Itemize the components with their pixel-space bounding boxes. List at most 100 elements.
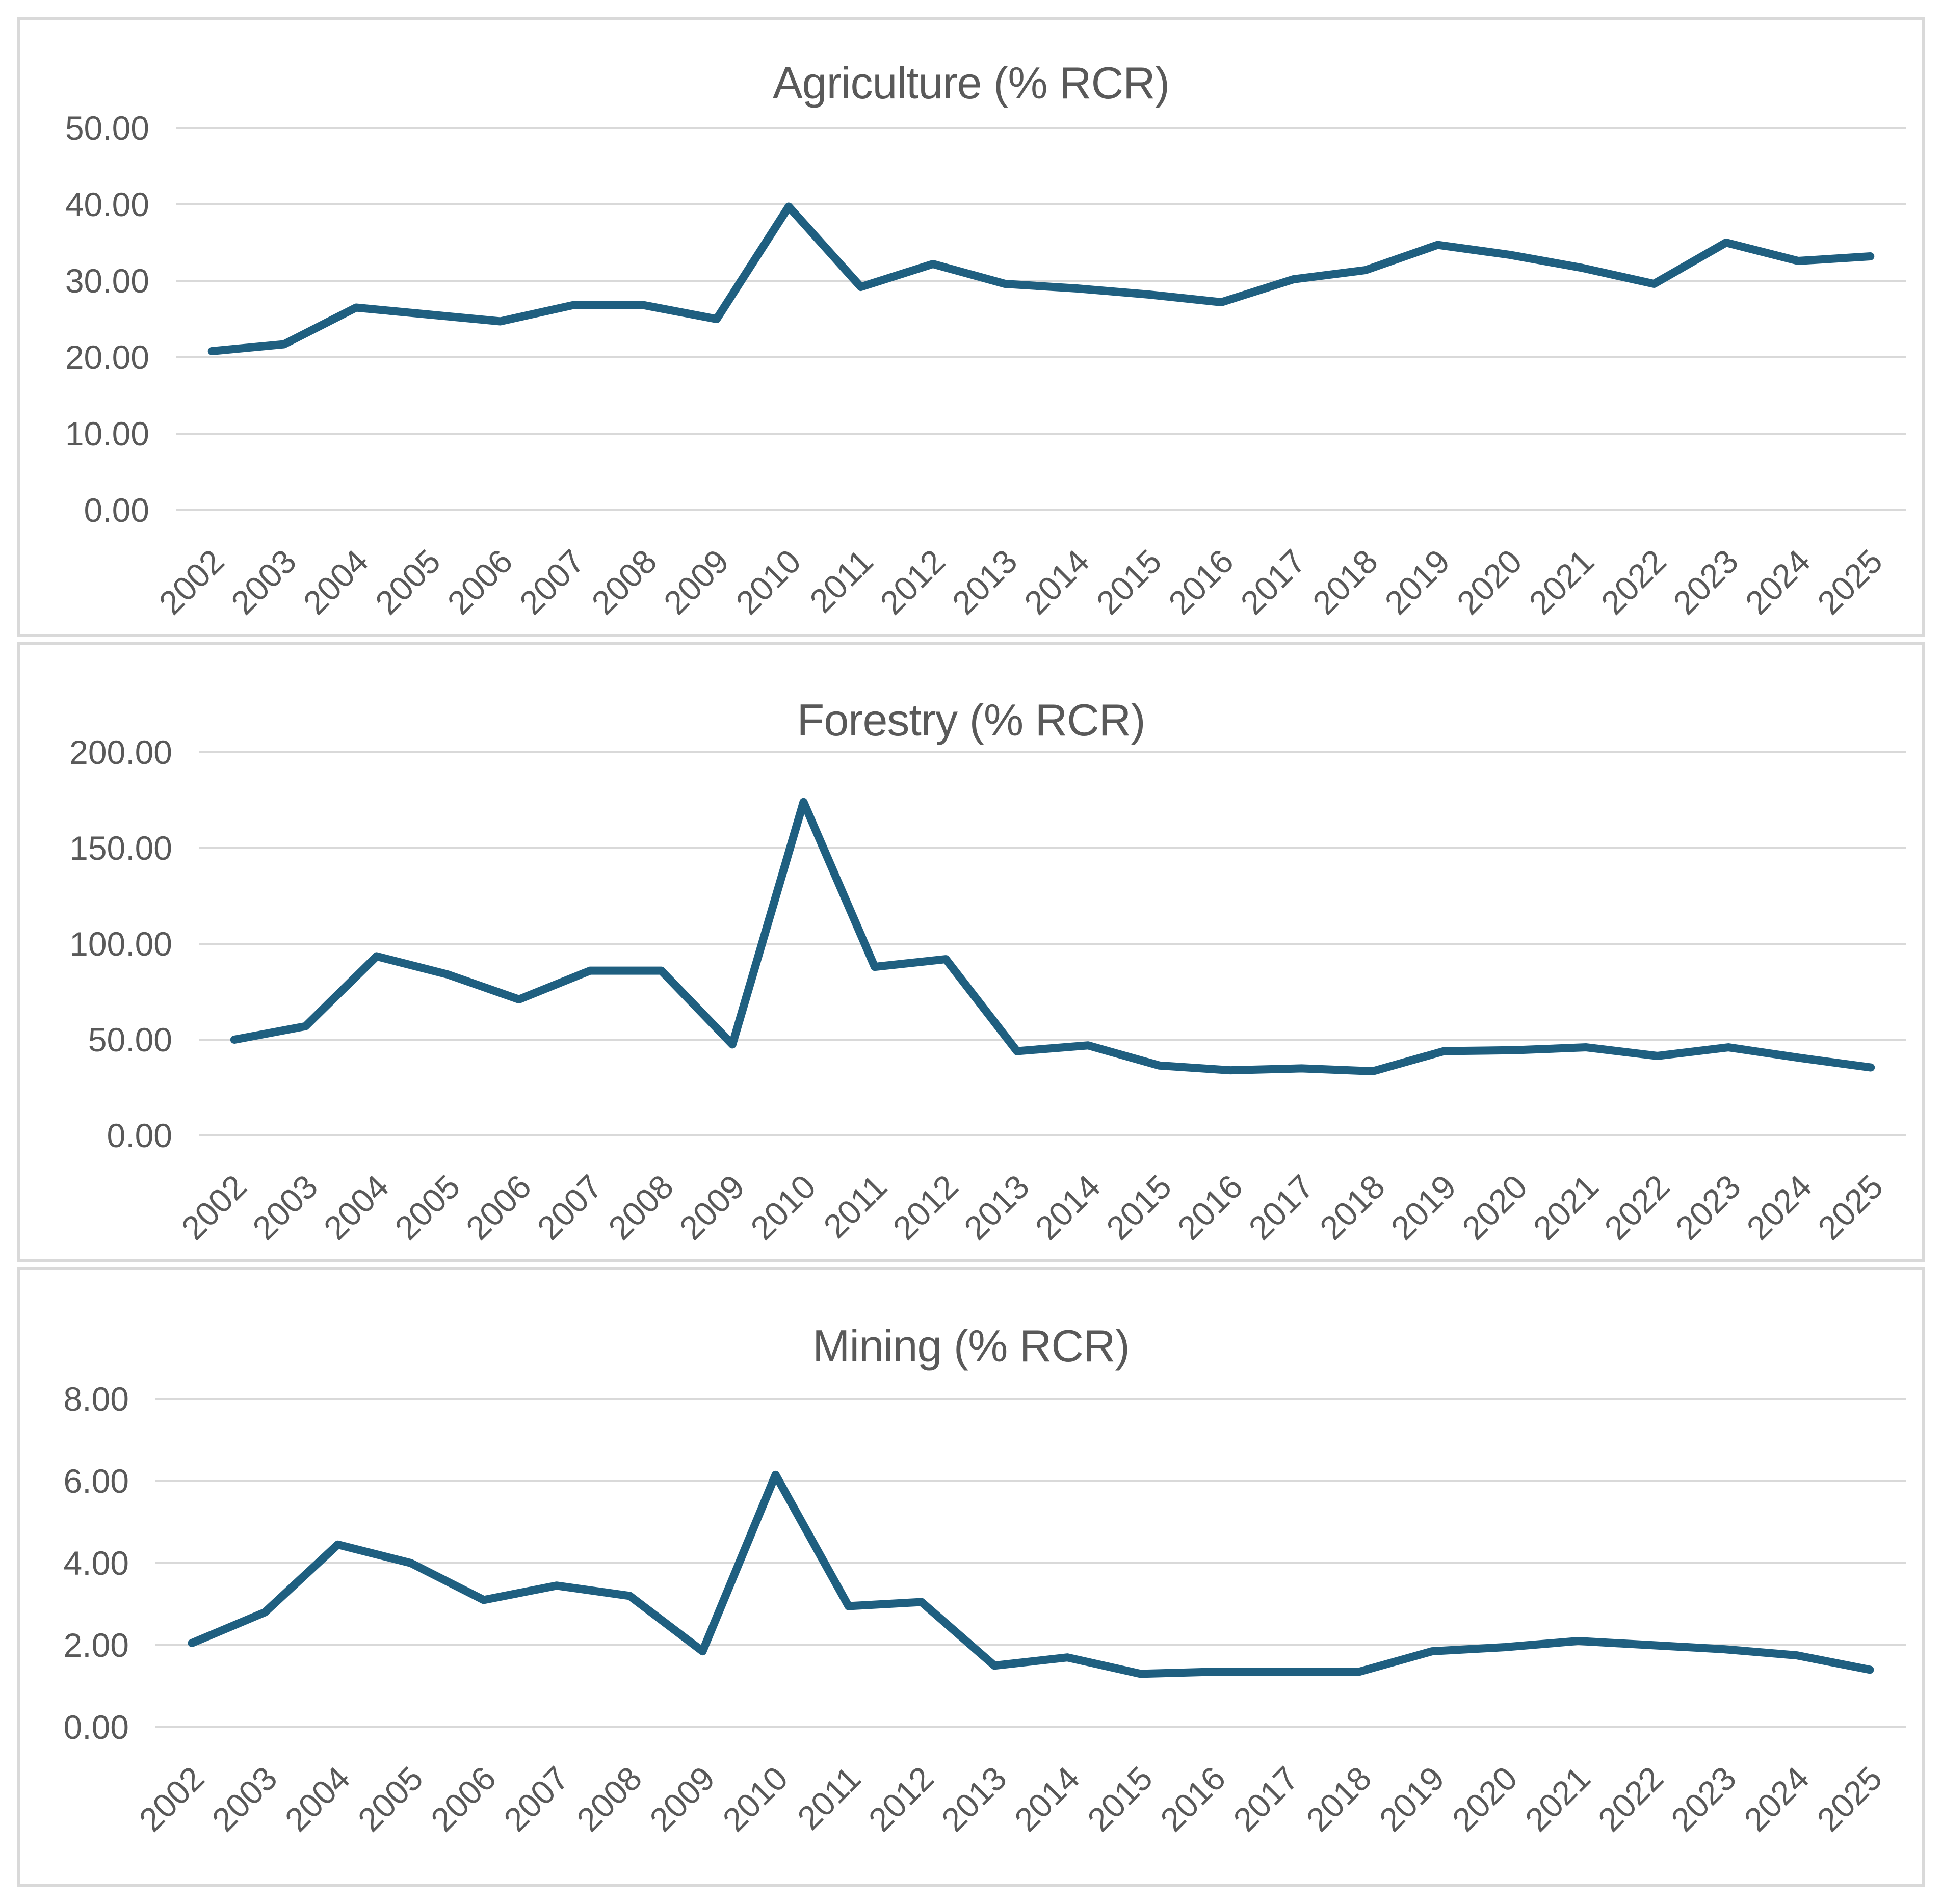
x-axis-tick-label: 2012 <box>885 1168 965 1247</box>
x-axis-tick-label: 2008 <box>584 542 664 622</box>
forestry-chart-title: Forestry (% RCR) <box>797 695 1145 745</box>
x-axis-tick-label: 2014 <box>1028 1168 1108 1247</box>
x-axis-tick-label: 2016 <box>1153 1759 1232 1839</box>
x-axis-tick-label: 2025 <box>1810 1168 1890 1247</box>
x-axis-tick-label: 2021 <box>1521 542 1601 622</box>
x-axis-tick-label: 2009 <box>642 1759 722 1839</box>
x-axis-tick-label: 2002 <box>174 1168 254 1247</box>
x-axis-tick-label: 2012 <box>873 542 952 622</box>
y-axis-tick-label: 20.00 <box>65 338 149 376</box>
y-axis-tick-label: 50.00 <box>65 109 149 147</box>
x-axis-tick-label: 2013 <box>934 1759 1014 1839</box>
y-axis-tick-label: 200.00 <box>69 733 172 771</box>
x-axis-tick-label: 2006 <box>424 1759 503 1839</box>
x-axis-tick-label: 2012 <box>861 1759 941 1839</box>
x-axis-tick-label: 2009 <box>657 542 736 622</box>
x-axis-tick-label: 2017 <box>1226 1759 1305 1839</box>
data-series-line <box>230 798 1875 1076</box>
x-axis-tick-label: 2019 <box>1372 1759 1451 1839</box>
agriculture-line-chart: 0.0010.0020.0030.0040.0050.0020022003200… <box>65 109 1906 622</box>
x-axis-tick-label: 2010 <box>743 1168 823 1247</box>
x-axis-tick-label: 2005 <box>387 1168 467 1247</box>
x-axis-tick-label: 2011 <box>816 1168 894 1246</box>
y-axis-tick-label: 0.00 <box>107 1117 172 1154</box>
x-axis-tick-label: 2002 <box>151 542 231 622</box>
x-axis-tick-label: 2024 <box>1739 1168 1819 1247</box>
y-axis-tick-label: 50.00 <box>88 1021 172 1059</box>
x-axis-tick-label: 2005 <box>368 542 448 622</box>
x-axis-tick-label: 2015 <box>1080 1759 1160 1839</box>
x-axis-tick-label: 2006 <box>440 542 519 622</box>
x-axis-tick-label: 2023 <box>1668 1168 1748 1247</box>
x-axis-tick-label: 2019 <box>1383 1168 1463 1247</box>
y-axis-tick-label: 30.00 <box>65 262 149 300</box>
x-axis-tick-label: 2025 <box>1810 542 1889 622</box>
x-axis-tick-label: 2010 <box>728 542 808 622</box>
x-axis-tick-label: 2021 <box>1518 1759 1597 1839</box>
x-axis-tick-label: 2006 <box>459 1168 538 1247</box>
x-axis-tick-label: 2020 <box>1445 1759 1525 1839</box>
chart-panel-agriculture: Agriculture (% RCR) 0.00 10.00 20.00 30.00 4… <box>17 17 1925 637</box>
y-axis-tick-label: 10.00 <box>65 415 149 453</box>
agriculture-chart-title: Agriculture (% RCR) <box>772 58 1170 108</box>
x-axis-tick-label: 2005 <box>351 1759 430 1839</box>
x-axis-tick-label: 2009 <box>672 1168 752 1247</box>
x-axis-tick-label: 2024 <box>1738 542 1818 622</box>
x-axis-tick-label: 2015 <box>1089 542 1168 622</box>
mining-chart-title: Mining (% RCR) <box>812 1320 1130 1371</box>
x-axis-tick-label: 2008 <box>569 1759 649 1839</box>
x-axis-tick-label: 2014 <box>1007 1759 1087 1839</box>
y-axis-tick-label: 0.00 <box>64 1708 129 1746</box>
x-axis-tick-label: 2017 <box>1241 1168 1321 1247</box>
y-axis-tick-label: 40.00 <box>65 186 149 223</box>
x-axis-tick-label: 2023 <box>1666 542 1745 622</box>
x-axis-tick-label: 2018 <box>1305 542 1385 622</box>
x-axis-tick-label: 2017 <box>1233 542 1313 622</box>
y-axis-tick-label: 0.00 <box>84 491 149 529</box>
x-axis-tick-label: 2013 <box>957 1168 1036 1247</box>
x-axis-tick-label: 2016 <box>1170 1168 1250 1247</box>
y-axis-tick-label: 6.00 <box>64 1462 129 1500</box>
x-axis-tick-label: 2011 <box>802 542 880 620</box>
chart-panel-forestry: Forestry (% RCR) 0.00 50.00 100.00 150.00 20… <box>17 642 1925 1262</box>
y-axis-tick-label: 2.00 <box>64 1626 129 1664</box>
y-axis-tick-label: 100.00 <box>69 925 172 963</box>
x-axis-tick-label: 2007 <box>496 1759 576 1839</box>
x-axis-tick-label: 2004 <box>296 542 375 622</box>
data-series-line <box>188 1470 1874 1678</box>
x-axis-tick-label: 2007 <box>530 1168 609 1247</box>
x-axis-tick-label: 2003 <box>204 1759 284 1839</box>
chart-panel-mining: Mining (% RCR) 0.00 2.00 4.00 6.00 8.00 2002 2… <box>17 1267 1925 1887</box>
y-axis-tick-label: 150.00 <box>69 829 172 867</box>
data-series-line <box>207 202 1875 355</box>
x-axis-tick-label: 2018 <box>1313 1168 1392 1247</box>
x-axis-tick-label: 2003 <box>224 542 303 622</box>
x-axis-tick-label: 2015 <box>1099 1168 1178 1247</box>
x-axis-tick-label: 2008 <box>601 1168 680 1247</box>
y-axis-tick-label: 4.00 <box>64 1544 129 1582</box>
x-axis-tick-label: 2020 <box>1450 542 1529 622</box>
mining-line-chart: 0.00 2.00 4.00 6.00 8.00 20022003200420052006… <box>64 1380 1906 1839</box>
x-axis-tick-label: 2002 <box>132 1759 211 1839</box>
y-axis-tick-label: 8.00 <box>64 1380 129 1418</box>
x-axis-tick-label: 2007 <box>512 542 592 622</box>
x-axis-tick-label: 2003 <box>245 1168 325 1247</box>
x-axis-tick-label: 2023 <box>1664 1759 1743 1839</box>
x-axis-tick-label: 2016 <box>1161 542 1241 622</box>
x-axis-tick-label: 2020 <box>1455 1168 1534 1247</box>
x-axis-tick-label: 2022 <box>1597 1168 1676 1247</box>
x-axis-tick-label: 2021 <box>1526 1168 1606 1247</box>
x-axis-tick-label: 2013 <box>945 542 1025 622</box>
x-axis-tick-label: 2022 <box>1591 1759 1670 1839</box>
x-axis-tick-label: 2004 <box>278 1759 357 1839</box>
x-axis-tick-label: 2011 <box>790 1759 868 1837</box>
x-axis-tick-label: 2018 <box>1299 1759 1378 1839</box>
x-axis-tick-label: 2025 <box>1809 1759 1889 1839</box>
x-axis-tick-label: 2004 <box>317 1168 396 1247</box>
x-axis-tick-label: 2014 <box>1017 542 1096 622</box>
x-axis-tick-label: 2010 <box>715 1759 795 1839</box>
forestry-line-chart: 0.0050.00100.00150.00200.002002200320042… <box>69 733 1906 1247</box>
x-axis-tick-label: 2024 <box>1737 1759 1816 1839</box>
x-axis-tick-label: 2022 <box>1594 542 1673 622</box>
